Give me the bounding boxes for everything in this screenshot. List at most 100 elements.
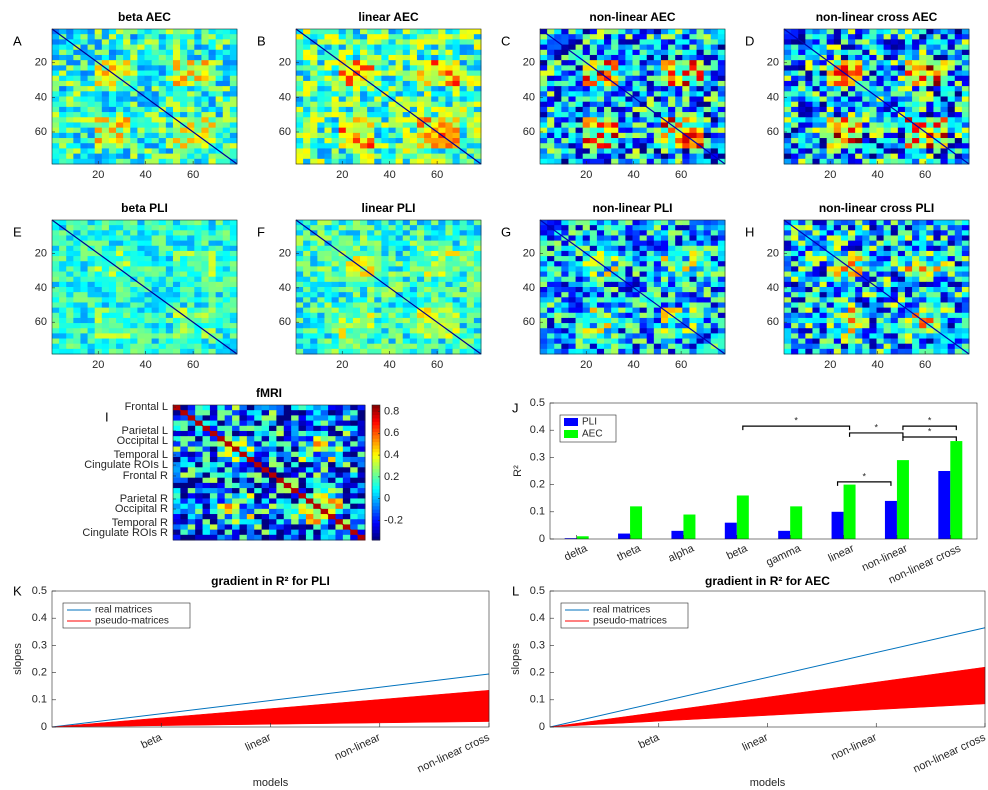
heatmap-cell	[646, 132, 655, 139]
heatmap-cell	[682, 292, 690, 298]
heatmap-cell	[388, 29, 397, 35]
heatmap-cell	[108, 132, 117, 139]
heatmap-cell	[947, 54, 956, 61]
heatmap-cell	[596, 343, 605, 350]
heatmap-cell	[317, 39, 325, 46]
heatmap-cell	[324, 122, 333, 129]
heatmap-cell	[689, 29, 698, 35]
heatmap-cell	[784, 127, 792, 134]
heatmap-cell	[215, 235, 224, 242]
heatmap-cell	[625, 96, 633, 103]
heatmap-cell	[381, 148, 389, 155]
heatmap-cell	[904, 138, 913, 144]
heatmap-cell	[66, 271, 74, 278]
heatmap-cell	[568, 117, 577, 123]
heatmap-cell	[310, 266, 318, 273]
heatmap-cell	[52, 281, 60, 288]
heatmap-cell	[784, 101, 792, 108]
heatmap-cell	[180, 328, 188, 334]
heatmap-cell	[424, 240, 432, 247]
heatmap-cell	[201, 80, 210, 87]
heatmap-cell	[338, 65, 347, 72]
heatmap-cell	[947, 230, 956, 236]
heatmap-cell	[52, 240, 60, 247]
heatmap-cell	[424, 60, 432, 66]
heatmap-cell	[324, 54, 333, 61]
heatmap-cell	[388, 122, 397, 129]
heatmap-cell	[331, 281, 340, 288]
heatmap-cell	[689, 281, 698, 288]
heatmap-cell	[172, 39, 181, 46]
heatmap-cell	[165, 80, 174, 87]
heatmap-cell	[862, 225, 870, 231]
heatmap-cell	[561, 70, 569, 77]
heatmap-cell	[940, 112, 949, 118]
heatmap-cell	[445, 117, 454, 123]
heatmap-cell	[424, 317, 432, 324]
heatmap-cell	[717, 70, 726, 77]
heatmap-cell	[618, 106, 626, 113]
heatmap-cell	[540, 245, 548, 252]
heatmap-cell	[848, 235, 856, 242]
heatmap-cell	[194, 143, 202, 149]
heatmap-cell	[229, 148, 238, 155]
heatmap-cell	[833, 75, 842, 82]
heatmap-cell	[798, 101, 806, 108]
heatmap-cell	[59, 96, 67, 103]
heatmap-cell	[890, 80, 899, 87]
heatmap-cell	[172, 343, 181, 350]
heatmap-cell	[589, 292, 598, 298]
heatmap-cell	[466, 143, 475, 149]
heatmap-cell	[452, 29, 461, 35]
heatmap-cell	[826, 132, 835, 139]
heatmap-cell	[317, 106, 325, 113]
heatmap-cell	[208, 343, 217, 350]
heatmap-cell	[116, 54, 124, 61]
heatmap-cell	[374, 127, 382, 134]
heatmap-cell	[409, 287, 418, 293]
heatmap-cell	[826, 143, 835, 149]
heatmap-cell	[367, 302, 375, 309]
heatmap-cell	[352, 307, 361, 314]
heatmap-cell	[452, 245, 461, 252]
heatmap-cell	[819, 65, 828, 72]
heatmap-cell	[317, 323, 325, 329]
heatmap-cell	[961, 230, 970, 236]
heatmap-cell	[568, 250, 577, 257]
heatmap-cell	[604, 297, 612, 303]
heatmap-cell	[402, 91, 411, 97]
heatmap-cell	[303, 143, 311, 149]
heatmap-cell	[582, 292, 591, 298]
heatmap-cell	[876, 158, 885, 165]
heatmap-cell	[296, 75, 304, 82]
heatmap-cell	[208, 132, 217, 139]
heatmap-cell	[416, 281, 425, 288]
heatmap-cell	[137, 127, 145, 134]
heatmap-cell	[632, 225, 641, 231]
heatmap-cell	[653, 143, 662, 149]
heatmap-cell	[66, 158, 74, 165]
heatmap-cell	[101, 297, 110, 303]
heatmap-cell	[589, 29, 598, 35]
heatmap-cell	[904, 65, 913, 72]
heatmap-cell	[625, 220, 633, 226]
heatmap-cell	[660, 91, 669, 97]
heatmap-cell	[618, 153, 626, 160]
x-tick-label: 20	[580, 169, 592, 181]
heatmap-cell	[632, 256, 641, 262]
heatmap-cell	[632, 112, 641, 118]
heatmap-cell	[926, 112, 934, 118]
heatmap-cell	[402, 158, 411, 165]
heatmap-cell	[639, 240, 648, 247]
heatmap-cell	[317, 302, 325, 309]
heatmap-cell	[194, 245, 202, 252]
heatmap-cell	[317, 91, 325, 97]
heatmap-cell	[158, 302, 167, 309]
heatmap-cell	[123, 117, 131, 123]
heatmap-cell	[869, 158, 877, 165]
heatmap-cell	[116, 101, 124, 108]
heatmap-cell	[165, 127, 174, 134]
heatmap-cell	[798, 96, 806, 103]
heatmap-cell	[352, 225, 361, 231]
heatmap-cell	[703, 348, 712, 355]
